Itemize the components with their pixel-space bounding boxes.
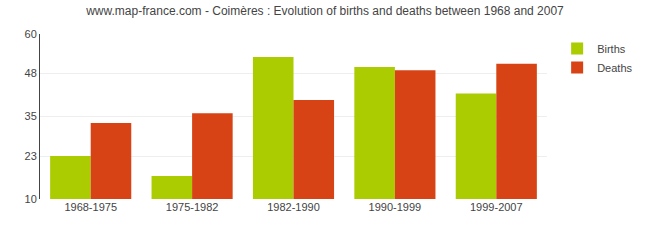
svg-text:Births: Births [597,43,626,55]
svg-text:35: 35 [25,110,37,122]
svg-text:60: 60 [25,28,37,40]
svg-text:www.map-france.com - Coimères: www.map-france.com - Coimères : Evolutio… [85,4,564,18]
svg-text:1999-2007: 1999-2007 [470,201,523,213]
svg-text:23: 23 [25,150,37,162]
svg-text:48: 48 [25,67,37,79]
svg-text:1975-1982: 1975-1982 [166,201,219,213]
svg-text:Deaths: Deaths [597,62,632,74]
svg-text:1982-1990: 1982-1990 [267,201,320,213]
svg-text:1990-1999: 1990-1999 [369,201,422,213]
svg-text:1968-1975: 1968-1975 [64,201,117,213]
svg-text:10: 10 [25,193,37,205]
